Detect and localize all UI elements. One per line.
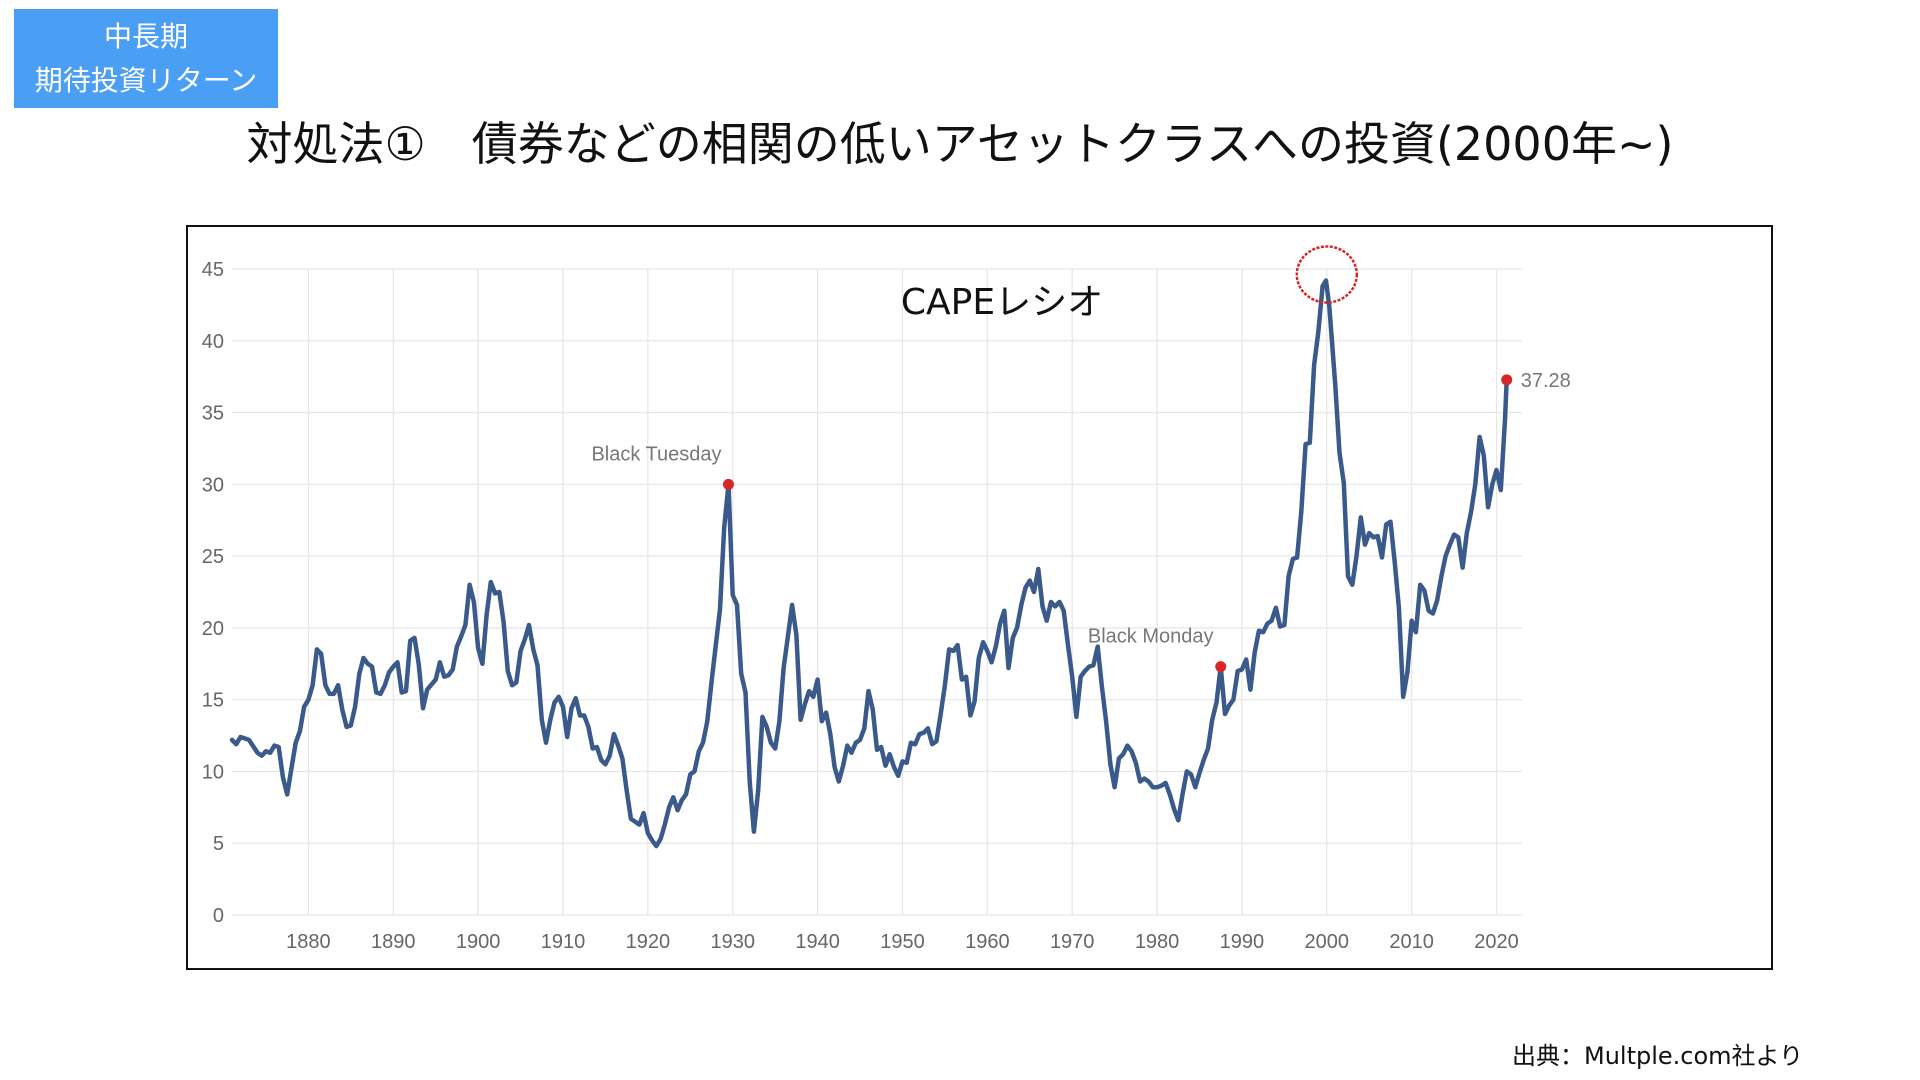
cape-ratio-chart: 0 5 10 15 20 25 30 35 40 45 1880 1890 1900 1910 1920 19… <box>202 245 1571 953</box>
y-tick-label: 35 <box>202 403 224 425</box>
x-tick-label: 1890 <box>371 931 416 953</box>
annotation-point <box>722 478 734 490</box>
annotation-label: Black Tuesday <box>591 443 721 465</box>
annotation-point <box>1501 374 1513 386</box>
source-note: 出典：Multple.com社より <box>1512 1042 1804 1070</box>
x-tick-label: 1980 <box>1135 931 1180 953</box>
y-tick-label: 25 <box>202 546 224 568</box>
y-tick-label: 0 <box>213 905 224 927</box>
annotation-point <box>1215 661 1227 673</box>
annotation-label: Black Monday <box>1088 626 1214 648</box>
x-tick-label: 1900 <box>456 931 501 953</box>
x-tick-label: 1910 <box>541 931 586 953</box>
x-tick-label: 2010 <box>1389 931 1434 953</box>
category-badge: 中長期 期待投資リターン <box>14 9 278 108</box>
x-tick-label: 1920 <box>626 931 671 953</box>
annotation-label: 37.28 <box>1521 370 1571 392</box>
y-tick-label: 40 <box>202 331 224 353</box>
x-tick-label: 1940 <box>795 931 840 953</box>
x-tick-label: 2020 <box>1474 931 1519 953</box>
cape-series-line <box>229 278 1509 849</box>
x-tick-label: 1970 <box>1050 931 1095 953</box>
x-tick-label: 1990 <box>1220 931 1265 953</box>
x-tick-label: 1950 <box>880 931 925 953</box>
y-tick-label: 30 <box>202 474 224 496</box>
y-tick-label: 45 <box>202 259 224 281</box>
peak-highlight-circle <box>1295 245 1359 304</box>
grid-layer <box>232 268 1522 916</box>
y-tick-label: 15 <box>202 690 224 712</box>
x-tick-label: 1960 <box>965 931 1010 953</box>
badge-line-2: 期待投資リターン <box>34 63 258 97</box>
annotation-markers: Black Tuesday Black Monday 37.28 <box>591 370 1571 673</box>
y-tick-label: 10 <box>202 761 224 783</box>
axis-tick-labels: 0 5 10 15 20 25 30 35 40 45 1880 1890 1900 1910 1920 19… <box>202 259 1519 953</box>
slide-title: 対処法① 債券などの相関の低いアセットクラスへの投資(2000年~) <box>246 117 1674 171</box>
x-tick-label: 1880 <box>286 931 331 953</box>
y-tick-label: 5 <box>213 833 224 855</box>
x-tick-label: 1930 <box>710 931 755 953</box>
y-tick-label: 20 <box>202 618 224 640</box>
chart-title: CAPEレシオ <box>901 282 1103 323</box>
x-tick-label: 2000 <box>1305 931 1350 953</box>
badge-line-1: 中長期 <box>103 19 188 53</box>
cape-chart-frame: 0 5 10 15 20 25 30 35 40 45 1880 1890 1900 1910 1920 19… <box>186 225 1773 970</box>
